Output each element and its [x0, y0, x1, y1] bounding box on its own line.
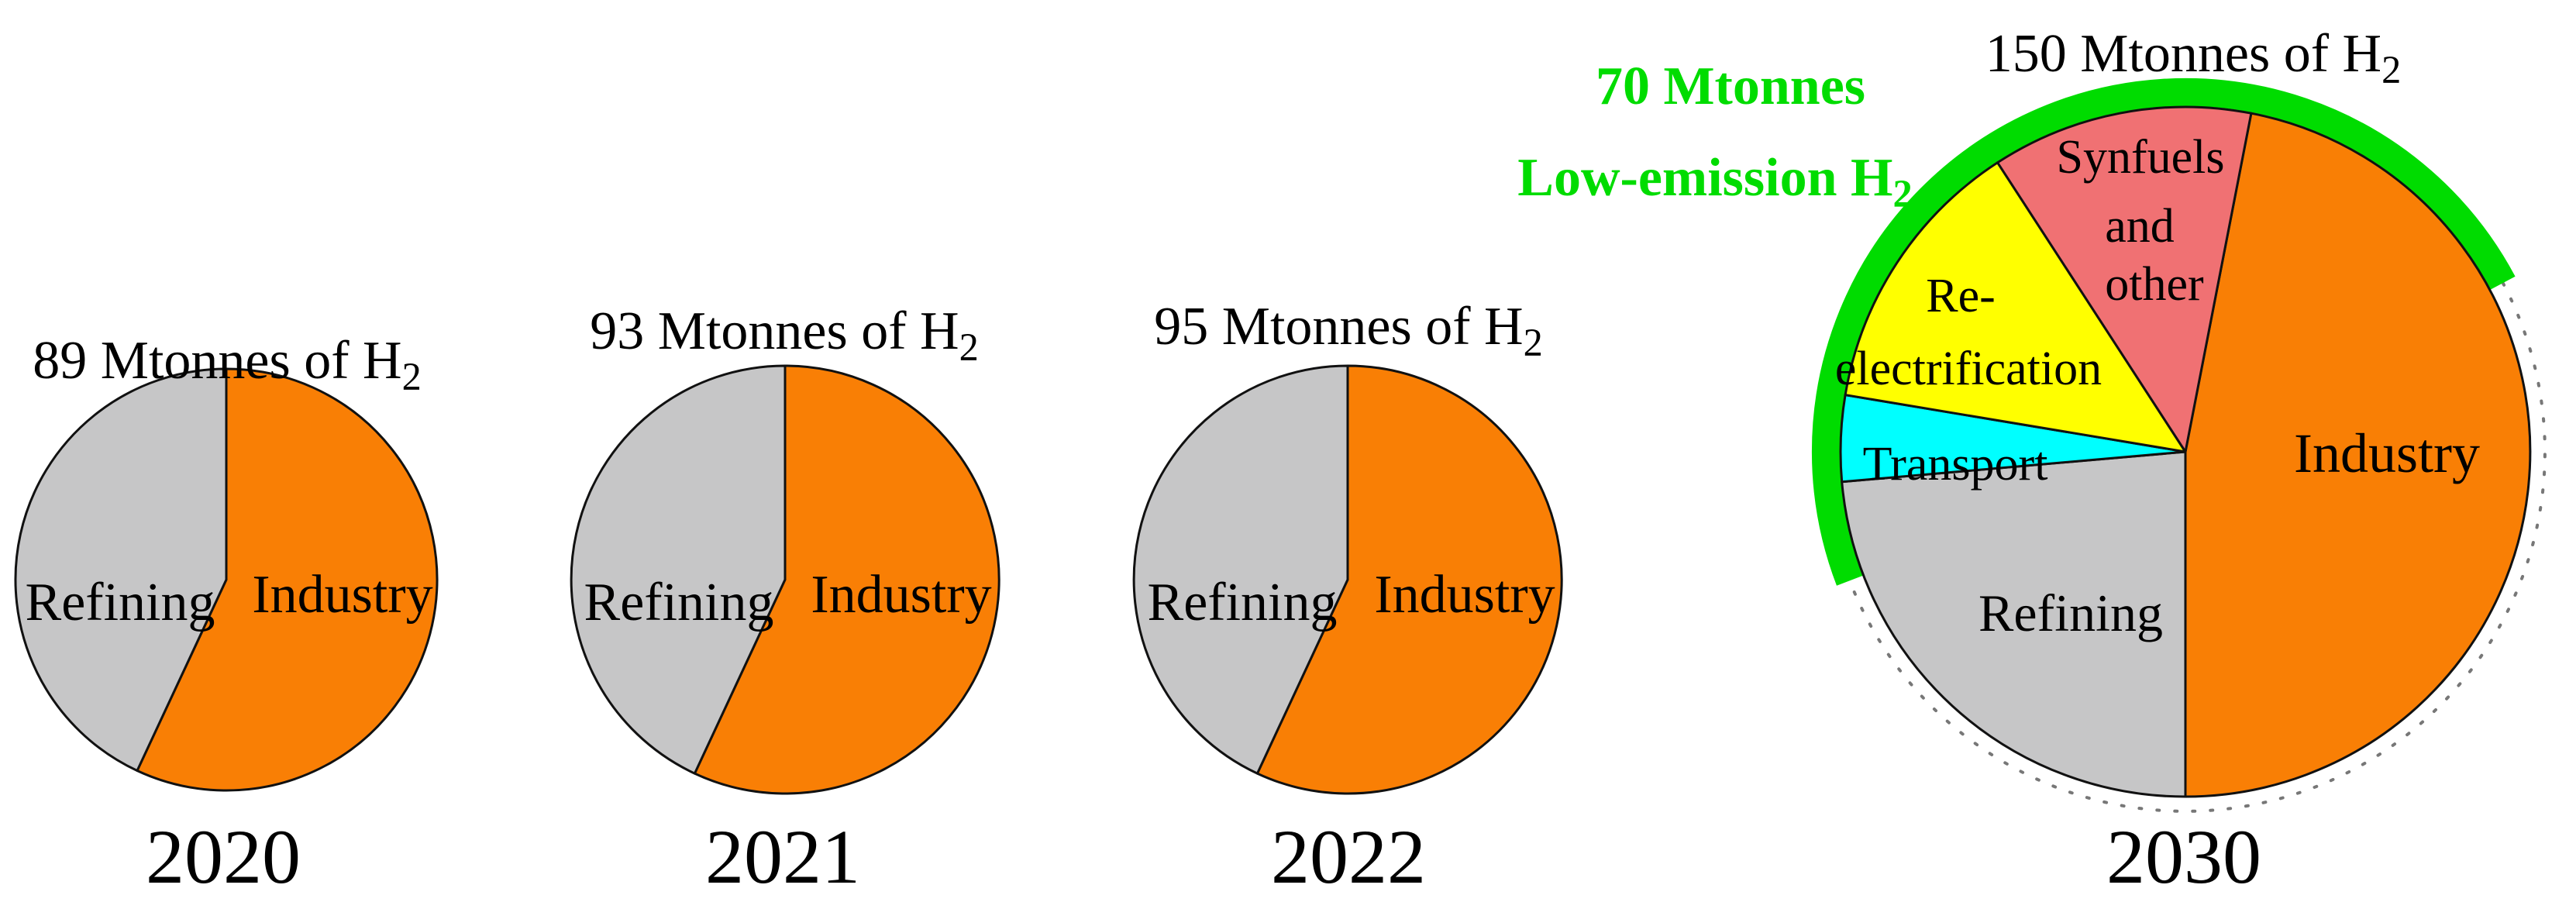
slice-industry-2021 [693, 364, 1000, 795]
slice-refining-2022 [1132, 364, 1349, 775]
pie-2022-title: 95 Mtonnes of H2 [1154, 297, 1543, 364]
slice-synfuels-and-other-2030 [1996, 105, 2253, 453]
pie-2030-label-refining: Refining [1978, 584, 2163, 642]
pie-2030-label-reelectrification-line2: electrification [1834, 343, 2102, 395]
low-emission-arc [1811, 77, 2516, 586]
pie-2021-year: 2021 [705, 814, 860, 900]
slice-industry-2020 [136, 367, 439, 792]
low-emission-annotation-line1: 70 Mtonnes [1595, 57, 1866, 116]
pie-2021 [570, 364, 1000, 795]
pie-2021-label-industry: Industry [811, 565, 992, 625]
pie-2030-title: 150 Mtonnes of H2 [1985, 24, 2402, 91]
pie-2022-year: 2022 [1271, 814, 1426, 900]
slice-refining-2020 [14, 367, 228, 772]
pie-2030-label-industry: Industry [2294, 422, 2480, 484]
pie-2030-label-transport: Transport [1862, 438, 2048, 491]
pie-2021-title: 93 Mtonnes of H2 [590, 301, 979, 369]
pie-2022-label-industry: Industry [1374, 565, 1555, 625]
pie-2030-label-synfuels-line3: other [2105, 258, 2204, 311]
pie-2020-year: 2020 [146, 814, 301, 900]
pie-2030-year: 2030 [2106, 814, 2261, 900]
pie-2020-label-industry: Industry [252, 565, 433, 625]
slice-industry-2030 [2184, 112, 2532, 798]
slice-refining-2021 [570, 364, 787, 775]
pie-2022 [1132, 364, 1563, 795]
pie-2030-label-synfuels-line1: Synfuels [2056, 131, 2225, 184]
pie-2020-label-refining: Refining [25, 573, 215, 632]
pie-2020 [14, 367, 439, 792]
slice-industry-2022 [1255, 364, 1563, 795]
pie-2030 [1811, 77, 2547, 813]
pie-2030-label-reelectrification-line1: Re- [1926, 270, 1996, 322]
pie-2020-title: 89 Mtonnes of H2 [33, 331, 422, 398]
pie-2030-label-synfuels-line2: and [2105, 200, 2175, 253]
pie-2021-label-refining: Refining [584, 573, 774, 632]
low-emission-annotation-line2: Low-emission H2 [1517, 148, 1913, 215]
slice-re-electrification-2030 [1844, 161, 2187, 453]
pie-2022-label-refining: Refining [1147, 573, 1338, 632]
slice-refining-2030 [1841, 450, 2187, 798]
